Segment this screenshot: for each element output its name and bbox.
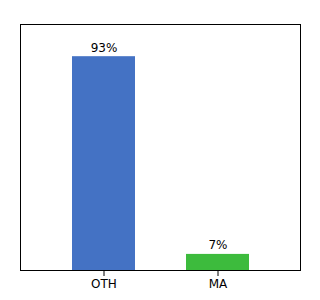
svg-text:OTH: OTH: [91, 277, 117, 291]
svg-text:93%: 93%: [91, 41, 118, 55]
svg-text:MA: MA: [209, 277, 228, 291]
svg-text:7%: 7%: [208, 238, 227, 252]
